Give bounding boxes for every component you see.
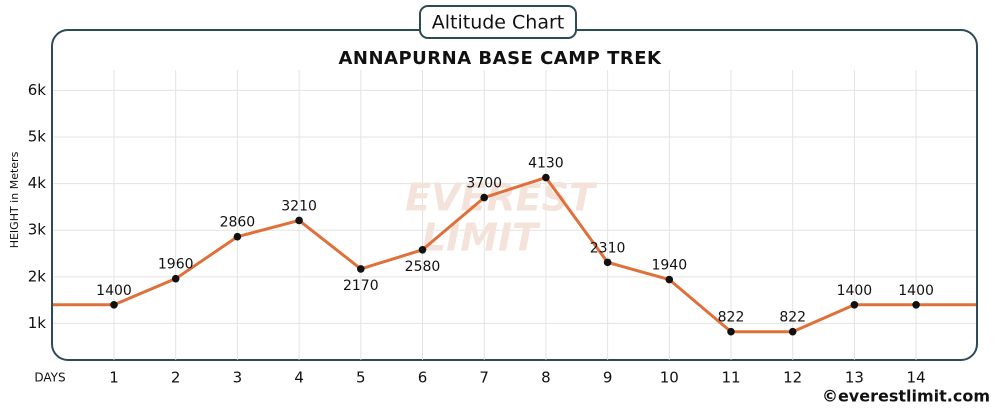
footer: ©everestlimit.com: [822, 387, 990, 406]
data-label: 1960: [158, 257, 194, 273]
x-tick-label: 5: [356, 369, 366, 387]
y-tick-label: 3k: [28, 221, 47, 239]
data-label: 1400: [837, 283, 873, 299]
point: [850, 300, 859, 309]
x-tick-label: 13: [845, 369, 864, 387]
x-axis-label: DAYS: [34, 371, 65, 385]
y-axis-label: HEIGHT in Meters: [8, 151, 21, 248]
x-tick-label: 9: [603, 369, 613, 387]
data-label: 2310: [590, 240, 626, 256]
point: [912, 300, 920, 309]
x-tick-label: 10: [660, 369, 679, 387]
badge: Altitude Chart: [432, 12, 565, 34]
y-tick-label: 1k: [28, 314, 47, 332]
data-label: 4130: [528, 156, 564, 172]
data-label: 822: [779, 310, 806, 326]
y-tick-label: 5k: [28, 128, 47, 146]
data-label: 3700: [466, 176, 502, 192]
point: [665, 275, 674, 284]
data-label: 2580: [405, 259, 441, 275]
point: [418, 245, 427, 254]
point: [171, 274, 180, 283]
x-tick-label: 14: [907, 369, 926, 387]
data-label: 1940: [651, 258, 687, 274]
x-tick-label: 7: [479, 369, 489, 387]
point: [233, 232, 242, 241]
data-label: 822: [718, 310, 745, 326]
watermark: EVEREST: [405, 176, 598, 220]
x-tick-label: 4: [294, 369, 304, 387]
y-tick-label: 6k: [28, 81, 47, 99]
badge-frame: [419, 5, 577, 39]
point: [603, 258, 612, 267]
point: [295, 216, 303, 225]
data-label: 2170: [343, 278, 379, 294]
grid: [53, 70, 976, 360]
x-tick-label: 3: [233, 369, 243, 387]
point: [542, 173, 550, 182]
chart-title: ANNAPURNA BASE CAMP TREK: [339, 48, 663, 69]
data-label: 1400: [898, 283, 934, 299]
data-label: 1400: [96, 283, 132, 299]
y-tick-label: 2k: [28, 267, 47, 285]
x-tick-label: 2: [171, 369, 181, 387]
point: [110, 300, 118, 309]
point: [788, 327, 797, 336]
data-label: 3210: [281, 198, 317, 214]
data-label: 2860: [220, 215, 256, 231]
x-tick-label: 8: [541, 369, 551, 387]
x-tick-label: 12: [783, 369, 802, 387]
point: [727, 327, 735, 336]
series-line: [113, 176, 917, 334]
point: [357, 265, 365, 273]
watermark: LIMIT: [422, 216, 541, 260]
point: [480, 193, 489, 202]
x-tick-label: 11: [721, 369, 740, 387]
y-tick-label: 4k: [28, 174, 47, 192]
x-tick-label: 1: [109, 369, 119, 387]
x-tick-label: 6: [418, 369, 428, 387]
